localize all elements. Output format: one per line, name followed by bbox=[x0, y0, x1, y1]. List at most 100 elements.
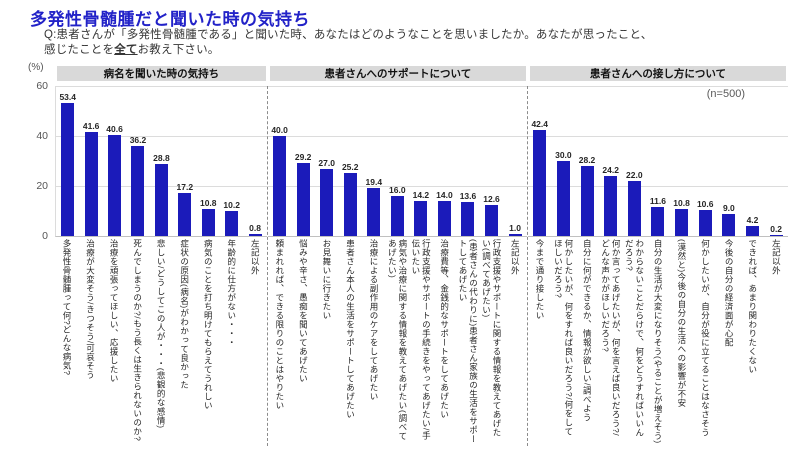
category-label-cell: 頼まれれば、できる限りのことはやりたい bbox=[268, 239, 292, 445]
category-label: 悩みや辛さ、愚痴を聞いてあげたい bbox=[298, 239, 309, 383]
bar-value-label: 10.6 bbox=[696, 198, 714, 209]
bar bbox=[698, 209, 712, 236]
bar-group: 14.2 bbox=[409, 190, 433, 236]
bars-row: 42.4 30.0 28.2 24.2 22.0 11.6 10.8 10.6 9.0 4.2 0.… bbox=[528, 86, 788, 236]
sample-size-label: (n=500) bbox=[706, 88, 745, 100]
bar-value-label: 22.0 bbox=[626, 170, 643, 180]
y-tick-40: 40 bbox=[36, 130, 48, 142]
category-label-cell: 悲しい/どうしてこの人が・・・(悲観的な感情) bbox=[149, 239, 173, 445]
question-line2-post: お教え下さい。 bbox=[137, 44, 220, 56]
bar bbox=[84, 132, 98, 236]
category-label: 悲しい/どうしてこの人が・・・(悲観的な感情) bbox=[156, 239, 167, 429]
category-label: 病気や治療に関する情報を教えてあげたい(調べてあげたい) bbox=[387, 239, 408, 441]
bar-group: 9.0 bbox=[717, 202, 741, 236]
category-labels-row: 頼まれれば、できる限りのことはやりたい 悩みや辛さ、愚痴を聞いてあげたい お見舞いに… bbox=[268, 239, 527, 445]
y-tick-20: 20 bbox=[36, 180, 48, 192]
bar bbox=[343, 173, 357, 236]
category-label: 左記以外 bbox=[771, 239, 782, 275]
category-label-cell: 行政支援やサポートに関する情報を教えてあげたい(調べてあげたい) bbox=[480, 239, 504, 445]
bar-value-label: 42.4 bbox=[531, 119, 548, 129]
category-label-cell: 自分の生活が大変になりそう(やることが増えそう) bbox=[646, 239, 670, 445]
bar bbox=[367, 187, 381, 236]
category-label-cell: わからないことだらけで、何をどうすればいいんだろう? bbox=[622, 239, 646, 445]
bar-group: 25.2 bbox=[338, 163, 362, 236]
category-label-cell: 治療を頑張ってほしい、応援したい bbox=[102, 239, 126, 445]
bar-group: 40.6 bbox=[103, 123, 126, 236]
bar-group: 14.0 bbox=[433, 191, 457, 236]
gridline-60 bbox=[267, 86, 527, 87]
bar bbox=[485, 204, 498, 236]
bar-group: 13.6 bbox=[456, 192, 480, 236]
category-label: 治療が大変そう/きつそう/可哀そう bbox=[85, 239, 96, 380]
bar bbox=[61, 102, 75, 236]
bar-value-label: 41.6 bbox=[82, 121, 100, 131]
category-label-cell: できれば、あまり関わりたくない bbox=[741, 239, 765, 445]
bar-group: 24.2 bbox=[599, 164, 623, 236]
bar-value-label: 36.2 bbox=[129, 134, 147, 145]
bar-value-label: 9.0 bbox=[722, 202, 735, 213]
bar bbox=[675, 209, 689, 236]
section-plot: 53.4 41.6 40.6 36.2 28.8 17.2 10.8 10.2 0.8 bbox=[55, 86, 267, 237]
bar-value-label: 4.2 bbox=[746, 214, 759, 225]
bar-value-label: 1.0 bbox=[509, 222, 521, 233]
bar-group: 41.6 bbox=[79, 122, 102, 236]
bar-value-label: 16.0 bbox=[389, 185, 406, 195]
category-label: 症状の原因(病名)がわかって良かった bbox=[179, 239, 190, 390]
gridline-40 bbox=[527, 136, 788, 137]
category-label-cell: 治療費等、金銭的なサポートをしてあげたい bbox=[433, 239, 457, 445]
bar-value-label: 10.8 bbox=[673, 198, 690, 208]
bar-group: 16.0 bbox=[386, 186, 410, 236]
bar bbox=[201, 209, 215, 236]
bar-group: 0.2 bbox=[764, 223, 788, 236]
gridline-40 bbox=[267, 136, 527, 137]
bar bbox=[154, 164, 168, 236]
bar-value-label: 29.2 bbox=[294, 152, 312, 162]
category-label: 左記以外 bbox=[250, 239, 261, 275]
category-label-cell: 自分に何ができるか、情報が欲しい/調べよう bbox=[575, 239, 599, 445]
section-header: 患者さんへのサポートについて bbox=[269, 66, 526, 81]
category-label: わからないことだらけで、何をどうすればいいんだろう? bbox=[624, 239, 645, 437]
gridline-60 bbox=[56, 86, 267, 87]
bar-value-label: 24.2 bbox=[602, 164, 619, 175]
bar-group: 28.2 bbox=[575, 155, 599, 236]
category-label: (患者さんの代わりに)患者さん家族の生活をサポートしてあげたい bbox=[457, 239, 479, 444]
chart-panels: 病名を聞いた時の気持ち 53.4 41.6 40.6 36.2 28.8 17.2 10.8 1… bbox=[55, 66, 788, 446]
bar-value-label: 40.6 bbox=[106, 123, 123, 134]
category-label-cell: 病気のことを打ち明けてもらえてうれしい bbox=[196, 239, 220, 445]
category-label: 何かしたいが、何をすれば良いだろう?/何をしてほしいだろう? bbox=[553, 239, 574, 437]
bar bbox=[580, 165, 594, 236]
category-labels-row: 多発性骨髄腫って何?どんな病気? 治療が大変そう/きつそう/可哀そう 治療を頑張って… bbox=[55, 239, 267, 445]
gridline-40 bbox=[56, 136, 267, 137]
bar bbox=[437, 201, 451, 236]
bar-value-label: 19.4 bbox=[365, 176, 383, 187]
bar-group: 27.0 bbox=[315, 158, 339, 236]
category-label-cell: (漠然と)今後の自分の生活への影響が不安 bbox=[670, 239, 694, 445]
y-axis-unit: (%) bbox=[28, 62, 44, 73]
bar-group: 29.2 bbox=[291, 153, 315, 236]
bar-group: 30.0 bbox=[552, 151, 576, 236]
bar-group: 4.2 bbox=[741, 214, 765, 236]
bar bbox=[508, 233, 522, 236]
chart-section-3: 患者さんへの接し方について 42.4 30.0 28.2 24.2 22.0 11.6 10.… bbox=[527, 66, 788, 446]
bar bbox=[769, 234, 783, 236]
bar-value-label: 12.6 bbox=[483, 193, 500, 204]
category-label: 頼まれれば、できる限りのことはやりたい bbox=[274, 239, 285, 410]
category-label-cell: 年齢的に仕方がない・・・ bbox=[220, 239, 244, 445]
bar-value-label: 25.2 bbox=[341, 162, 359, 172]
bar bbox=[414, 200, 428, 236]
category-label: 治療を頑張ってほしい、応援したい bbox=[109, 239, 120, 383]
chart-section-1: 病名を聞いた時の気持ち 53.4 41.6 40.6 36.2 28.8 17.2 10.8 1… bbox=[55, 66, 268, 446]
bar bbox=[533, 130, 547, 236]
category-label-cell: (患者さんの代わりに)患者さん家族の生活をサポートしてあげたい bbox=[456, 239, 480, 445]
category-label-cell: 左記以外 bbox=[764, 239, 788, 445]
section-plot: 40.0 29.2 27.0 25.2 19.4 16.0 14.2 14.0 13.6 12.6… bbox=[267, 86, 527, 237]
gridline-20 bbox=[267, 186, 527, 187]
category-label-cell: 今後の自分の経済面が心配 bbox=[717, 239, 741, 445]
bar bbox=[296, 163, 310, 236]
category-label: 何かしたいが、自分が役に立てることはなさそう bbox=[700, 239, 711, 437]
bar-value-label: 53.4 bbox=[59, 91, 76, 102]
bar-value-label: 10.2 bbox=[223, 199, 240, 210]
category-label-cell: 何かしたいが、自分が役に立てることはなさそう bbox=[693, 239, 717, 445]
bar-group: 40.0 bbox=[268, 126, 292, 236]
bar-value-label: 0.2 bbox=[770, 223, 783, 234]
